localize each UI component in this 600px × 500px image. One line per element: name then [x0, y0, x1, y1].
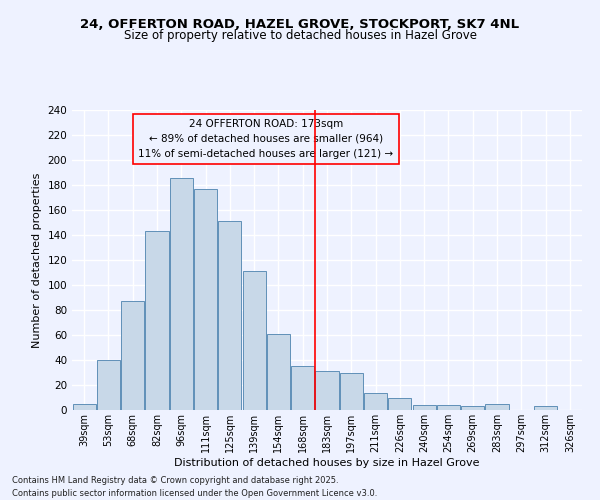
Bar — [461, 406, 484, 410]
Y-axis label: Number of detached properties: Number of detached properties — [32, 172, 42, 348]
Bar — [242, 271, 266, 410]
Bar — [218, 221, 241, 410]
Bar — [73, 404, 95, 410]
Bar — [267, 334, 290, 410]
Bar — [534, 406, 557, 410]
Bar — [145, 231, 169, 410]
Bar — [316, 371, 338, 410]
Text: Size of property relative to detached houses in Hazel Grove: Size of property relative to detached ho… — [124, 29, 476, 42]
Bar — [291, 366, 314, 410]
Text: Contains HM Land Registry data © Crown copyright and database right 2025.
Contai: Contains HM Land Registry data © Crown c… — [12, 476, 377, 498]
Bar — [170, 178, 193, 410]
Bar — [194, 188, 217, 410]
X-axis label: Distribution of detached houses by size in Hazel Grove: Distribution of detached houses by size … — [174, 458, 480, 468]
Bar — [485, 404, 509, 410]
Bar — [340, 372, 363, 410]
Text: 24, OFFERTON ROAD, HAZEL GROVE, STOCKPORT, SK7 4NL: 24, OFFERTON ROAD, HAZEL GROVE, STOCKPOR… — [80, 18, 520, 30]
Bar — [364, 392, 387, 410]
Bar — [97, 360, 120, 410]
Bar — [413, 405, 436, 410]
Text: 24 OFFERTON ROAD: 173sqm
← 89% of detached houses are smaller (964)
11% of semi-: 24 OFFERTON ROAD: 173sqm ← 89% of detach… — [138, 119, 394, 158]
Bar — [437, 405, 460, 410]
Bar — [388, 398, 412, 410]
Bar — [121, 301, 144, 410]
